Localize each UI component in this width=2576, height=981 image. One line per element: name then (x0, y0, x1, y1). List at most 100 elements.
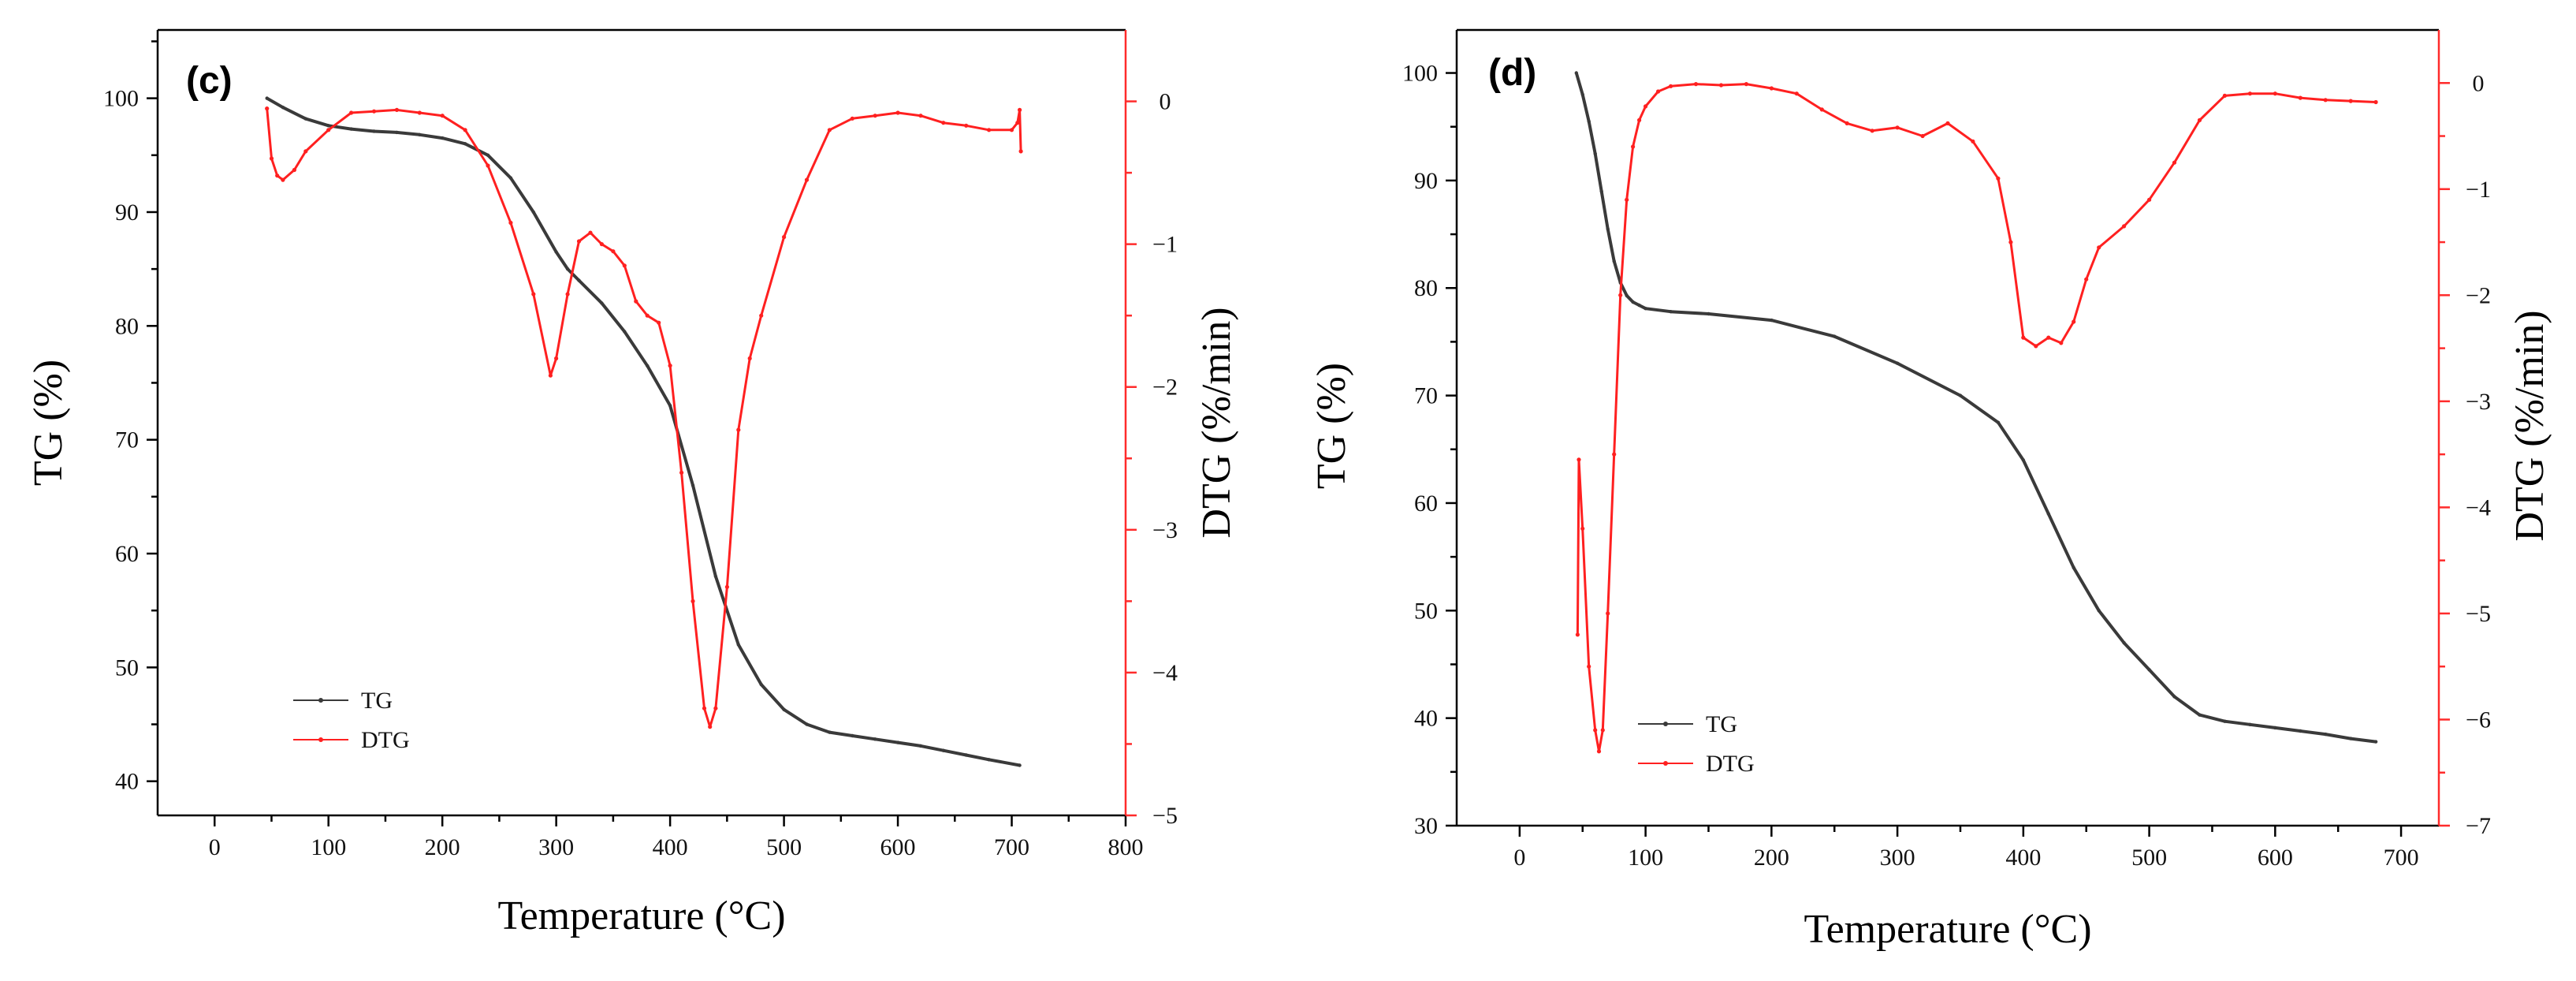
data-point-tg (2097, 609, 2101, 613)
y-left-tick-label: 50 (1414, 598, 1438, 624)
data-point-tg (828, 730, 832, 734)
data-point-dtg (1612, 452, 1617, 457)
data-point-dtg (1600, 728, 1605, 733)
y-axis-right-title: DTG (%/min) (1194, 307, 1239, 538)
data-point-dtg (548, 373, 553, 378)
data-point-dtg (1618, 293, 1623, 297)
x-tick-label: 700 (994, 834, 1029, 860)
data-point-dtg (1631, 144, 1636, 149)
data-point-dtg (2197, 117, 2202, 122)
data-point-tg (2021, 458, 2025, 462)
x-tick-label: 500 (2131, 845, 2167, 871)
data-point-dtg (2034, 344, 2038, 349)
data-point-tg (2324, 732, 2328, 737)
data-point-tg (577, 278, 581, 282)
data-point-tg (2223, 719, 2227, 723)
legend-marker-tg (318, 698, 323, 703)
x-tick-label: 600 (880, 834, 916, 860)
data-point-tg (2072, 565, 2075, 569)
legend-label-dtg: DTG (1706, 751, 1755, 777)
data-point-dtg (611, 249, 616, 254)
y-left-tick-label: 80 (1414, 275, 1438, 301)
x-tick-label: 400 (2005, 845, 2041, 871)
y-left-tick-label: 90 (115, 200, 139, 226)
legend-label-tg: TG (361, 688, 393, 714)
data-point-tg (1669, 310, 1673, 314)
chart-panel-1: 0 100 200 300 400 500 600 700 30 40 50 60 70 80 90 100 −… (1309, 28, 2552, 952)
data-point-dtg (895, 110, 900, 115)
x-tick-label: 100 (311, 834, 346, 860)
data-point-dtg (508, 220, 513, 226)
data-point-dtg (1945, 121, 1950, 125)
data-point-tg (554, 250, 558, 254)
x-tick-label: 0 (209, 834, 221, 860)
data-point-dtg (1794, 91, 1799, 96)
data-point-tg (1574, 71, 1579, 75)
data-point-tg (2273, 725, 2277, 730)
data-point-dtg (850, 116, 854, 121)
series-line-tg (266, 96, 1020, 767)
data-point-tg (281, 106, 285, 110)
data-point-dtg (2147, 197, 2152, 202)
y-right-tick-label: −3 (2466, 389, 2491, 415)
data-point-tg (418, 132, 422, 136)
data-point-tg (668, 404, 672, 408)
data-point-tg (1606, 227, 1610, 231)
data-point-dtg (2298, 95, 2302, 100)
x-axis-title: Temperature (°C) (1804, 907, 2091, 952)
data-point-dtg (1580, 526, 1585, 531)
series-dtg (1575, 82, 2378, 754)
data-point-tg (1599, 189, 1603, 193)
data-point-dtg (1769, 86, 1774, 91)
x-axis-title: Temperature (°C) (497, 893, 785, 938)
data-point-dtg (303, 149, 308, 154)
data-point-tg (1707, 311, 1711, 316)
legend: TG DTG (1638, 711, 1755, 777)
data-point-tg (349, 127, 353, 131)
y-axis-left-title: TG (%) (26, 360, 71, 486)
data-point-dtg (1693, 82, 1699, 87)
data-point-dtg (2097, 245, 2101, 250)
data-point-dtg (987, 128, 992, 132)
data-point-tg (2172, 695, 2176, 699)
data-point-dtg (554, 356, 559, 361)
x-tick-label: 100 (1628, 845, 1663, 871)
data-point-dtg (679, 470, 684, 476)
data-point-tg (1833, 334, 1837, 338)
data-point-tg (623, 330, 627, 334)
data-point-dtg (804, 177, 810, 182)
data-point-tg (372, 129, 376, 133)
data-point-tg (895, 740, 900, 744)
data-point-tg (2147, 668, 2151, 672)
data-point-tg (987, 758, 991, 762)
data-point-dtg (691, 599, 695, 604)
data-point-dtg (265, 106, 270, 111)
y-right-tick-label: −2 (2466, 282, 2491, 308)
y-right-tick-label: −5 (2466, 601, 2491, 627)
data-point-tg (2349, 737, 2353, 740)
data-point-dtg (417, 110, 422, 115)
y-right-tick-label: 0 (1160, 89, 1171, 115)
data-point-tg (486, 153, 490, 157)
data-point-dtg (2348, 99, 2353, 103)
data-point-dtg (918, 114, 923, 118)
chart-panel-0: 0 100 200 300 400 500 600 700 800 40 50 60 70 80 90 100… (26, 28, 1239, 938)
y-right-tick-label: −3 (1152, 517, 1178, 543)
y-left-tick-label: 40 (115, 769, 139, 795)
data-point-dtg (668, 364, 672, 368)
data-point-dtg (1576, 457, 1581, 462)
data-point-dtg (2222, 93, 2227, 98)
x-tick-label: 400 (653, 834, 688, 860)
data-point-dtg (2059, 341, 2064, 345)
data-point-tg (1770, 318, 1774, 323)
y-left-tick-label: 60 (115, 541, 139, 567)
data-point-dtg (1606, 611, 1610, 616)
panel-label: (c) (186, 60, 233, 102)
y-right-tick-label: 0 (2473, 70, 2485, 96)
data-point-tg (265, 96, 269, 100)
data-point-dtg (275, 173, 280, 178)
data-point-dtg (1009, 128, 1014, 132)
x-tick-label: 600 (2258, 845, 2293, 871)
